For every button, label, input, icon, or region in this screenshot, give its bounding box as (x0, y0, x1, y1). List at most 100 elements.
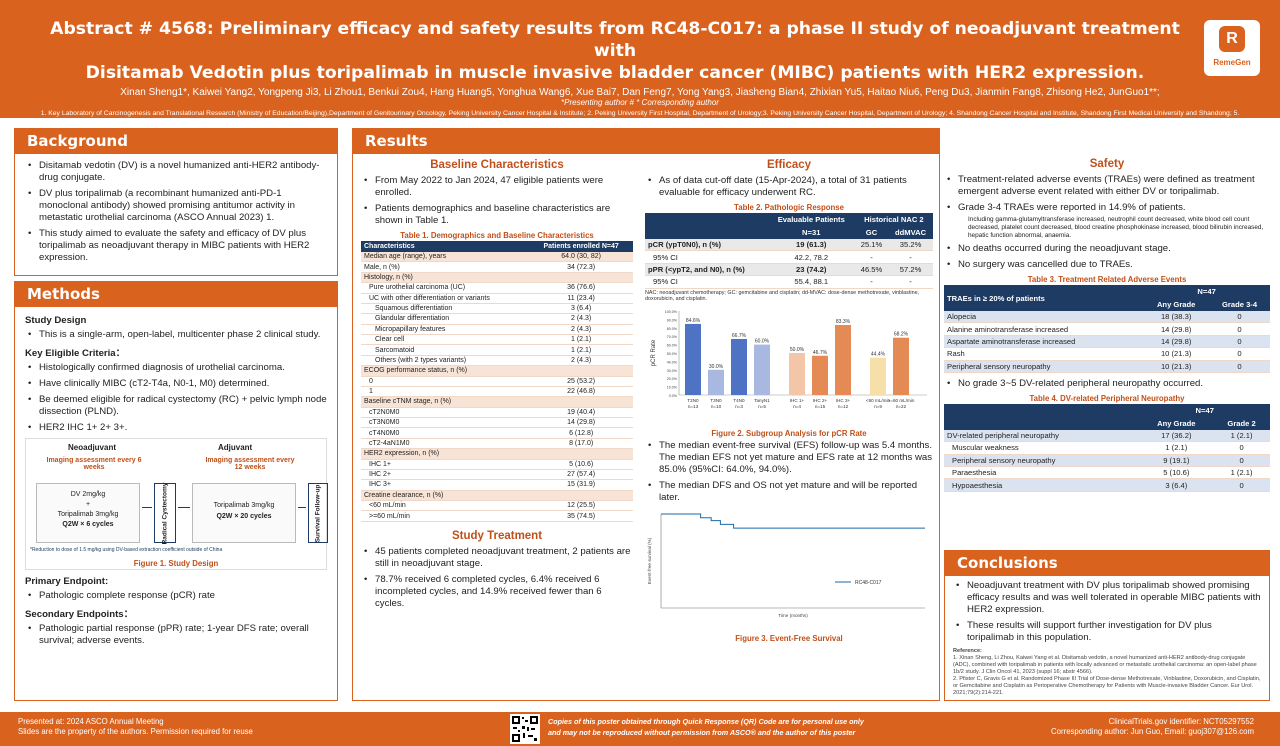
row-label: Rash (944, 347, 1144, 361)
list-item: As of data cut-off date (15-Apr-2024), a… (645, 175, 933, 199)
bar (754, 344, 770, 395)
category-label: T4N0 (733, 398, 745, 403)
title-line-1: Abstract # 4568: Preliminary efficacy an… (50, 19, 1180, 61)
table-row: Alopecia 18 (38.3) 0 (944, 311, 1270, 324)
y-tick-label: 100.0% (665, 310, 678, 314)
primary-title: Primary Endpoint: (25, 576, 109, 587)
row-value: 22 (46.8) (529, 386, 633, 398)
row-value: 14 (29.8) (529, 417, 633, 429)
conclusions-panel: Conclusions Neoadjuvant treatment with D… (944, 550, 1270, 701)
subgroup-pcr-bar-chart: 0.0% 10.0% 20.0% 30.0% 40.0% 50.0% 60.0% 70.0% 8… (651, 310, 927, 409)
table-row: pPR (<ypT2, and N0), n (%) 23 (74.2) 46.5%… (645, 263, 933, 277)
efs-list: The median event-free survival (EFS) fol… (645, 440, 933, 504)
table-row: Others (with 2 types variants) 2 (4.3) (361, 355, 633, 367)
table-row: DV-related peripheral neuropathy 17 (36.2… (944, 429, 1270, 443)
row-value (529, 448, 633, 460)
safety-list-3: No grade 3~5 DV-related peripheral neuro… (944, 378, 1270, 390)
row-ddmvac: - (888, 275, 933, 289)
legend-label: RC48-C017 (855, 580, 882, 586)
safety-section: Safety Treatment-related adverse events … (944, 158, 1270, 492)
row-value: 36 (76.6) (529, 282, 633, 294)
col-gc: GC (854, 226, 889, 239)
row-value: 55.4, 88.1 (767, 275, 855, 289)
row-gc: 25.1% (854, 239, 889, 252)
y-tick-label: 40.0% (667, 360, 678, 364)
background-list: Disitamab vedotin (DV) is a novel humani… (15, 154, 337, 274)
methods-panel: Methods Study Design This is a single-ar… (14, 281, 338, 701)
list-item: Have clinically MIBC (cT2-T4a, N0-1, M0)… (25, 378, 327, 390)
row-value (529, 490, 633, 502)
row-value (529, 272, 633, 284)
list-item: Pathologic partial response (pPR) rate; … (25, 623, 327, 647)
y-tick-label: 10.0% (667, 385, 678, 389)
category-label: <60 mL/min (866, 398, 891, 403)
logo-text: RemeGen (1213, 58, 1251, 67)
table-row: Alanine aminotransferase increased 14 (29… (944, 322, 1270, 336)
row-label: cT2N0M0 (361, 407, 530, 419)
list-item: This is a single-arm, open-label, multic… (25, 329, 327, 341)
list-item: Histologically confirmed diagnosis of ur… (25, 362, 327, 374)
reference-title: Reference: (953, 648, 982, 654)
row-label: Alanine aminotransferase increased (944, 322, 1144, 336)
row-label: Male, n (%) (361, 261, 530, 273)
row-label: cT4N0M0 (361, 427, 530, 439)
bar-value-label: 66.7% (732, 332, 747, 338)
conclusions-list: Neoadjuvant treatment with DV plus torip… (945, 576, 1269, 644)
table-row: Peripheral sensory neuropathy 9 (19.1) 0 (944, 454, 1270, 468)
adj-regimen-box: Toripalimab 3mg/kg Q2W × 20 cycles (192, 483, 296, 543)
row-value: 27 (57.4) (529, 469, 633, 481)
row-label: Clear cell (361, 334, 530, 346)
row-label: Pure urothelial carcinoma (UC) (361, 282, 530, 294)
qr-code[interactable] (510, 714, 540, 744)
results-panel: Results Baseline Characteristics From Ma… (352, 128, 940, 701)
row-grade34: 0 (1209, 311, 1270, 324)
row-label: Creatine clearance, n (%) (361, 490, 530, 502)
adjuvant-label: Adjuvant (218, 443, 253, 452)
table-row: Pure urothelial carcinoma (UC) 36 (76.6) (361, 282, 633, 294)
y-tick-label: 90.0% (667, 318, 678, 322)
list-item: Be deemed eligible for radical cystectom… (25, 394, 327, 418)
table-row: 95% CI 42.2, 78.2- - (645, 250, 933, 264)
y-tick-label: 50.0% (667, 352, 678, 356)
row-ddmvac: - (888, 250, 933, 264)
row-label: Median age (range), years (361, 252, 530, 263)
list-item: This study aimed to evaluate the safety … (25, 228, 327, 264)
primary-list: Pathologic complete response (pCR) rate (25, 590, 327, 602)
arrow-line (142, 507, 152, 508)
row-label: Hypoaesthesia (944, 478, 1140, 492)
row-any-grade: 10 (21.3) (1143, 360, 1210, 373)
fig2-caption: Figure 2. Subgroup Analysis for pCR Rate (711, 428, 867, 438)
author-list: Xinan Sheng1*, Kaiwei Yang2, Yongpeng Ji… (120, 87, 1160, 98)
criteria-list: Histologically confirmed diagnosis of ur… (25, 362, 327, 434)
safety-heading: Safety (1089, 158, 1125, 170)
fig1-caption: Figure 1. Study Design (133, 559, 219, 568)
row-label: Histology, n (%) (361, 272, 530, 284)
footer-right: ClinicalTrials.gov identifier: NCT052975… (1051, 717, 1254, 737)
arrow-line (178, 507, 190, 508)
list-item: 45 patients completed neoadjuvant treatm… (361, 546, 633, 570)
fig1-footnote: *Reduction to dose of 1.5 mg/kg using DV… (30, 547, 223, 553)
col-any-grade: Any Grade (1139, 416, 1214, 430)
copy-note-1: Copies of this poster obtained through Q… (548, 717, 864, 726)
list-item: No grade 3~5 DV-related peripheral neuro… (944, 378, 1270, 390)
table-row: cT4N0M0 6 (12.8) (361, 427, 633, 439)
poster-header: Abstract # 4568: Preliminary efficacy an… (0, 0, 1280, 126)
meeting-note: Presented at: 2024 ASCO Annual Meeting (18, 717, 164, 726)
row-value: 3 (6.4) (529, 303, 633, 315)
row-value: 11 (23.4) (529, 293, 633, 304)
neo-imaging-note: Imaging assessment every 6 weeks (46, 457, 142, 471)
bar-value-label: 46.7% (813, 349, 828, 355)
row-grade34: 0 (1209, 335, 1270, 349)
row-value: 42.2, 78.2 (767, 250, 855, 264)
row-any-grade: 14 (29.8) (1143, 322, 1210, 336)
table-row: Sarcomatoid 1 (2.1) (361, 344, 633, 356)
row-label: cT3N0M0 (361, 417, 530, 429)
bar (685, 323, 701, 395)
rc-box: Radical Cystectomy (154, 482, 176, 544)
reference-1: 1. Xinan Sheng, Li Zhou, Kaiwei Yang et … (953, 655, 1257, 675)
row-label: Aspartate aminotransferase increased (944, 335, 1144, 349)
safety-list: Treatment-related adverse events (TRAEs)… (944, 174, 1270, 214)
row-label: 95% CI (645, 250, 768, 264)
header-blank (645, 226, 768, 239)
row-label: pCR (ypT0N0), n (%) (645, 239, 768, 252)
